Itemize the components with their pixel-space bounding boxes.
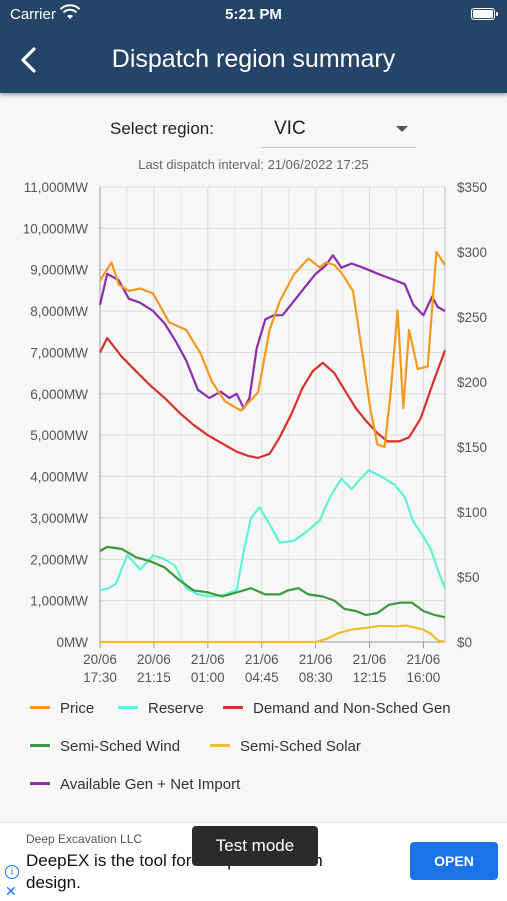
status-bar: Carrier 5:21 PM	[0, 0, 507, 28]
left-axis-tick-label: 3,000MW	[30, 511, 88, 526]
legend-label: Price	[60, 700, 95, 717]
region-selector-row: Select region: VIC	[0, 112, 507, 148]
legend-swatch	[118, 705, 138, 709]
x-axis-tick-label: 21/06	[353, 652, 387, 667]
region-dropdown[interactable]: VIC	[262, 112, 416, 148]
back-arrow-icon[interactable]	[14, 45, 44, 75]
legend-item-demand-and-non-sched-gen[interactable]: Demand and Non-Sched Gen	[223, 700, 451, 717]
dropdown-caret-icon	[396, 126, 408, 132]
legend-item-semi-sched-wind[interactable]: Semi-Sched Wind	[30, 738, 180, 755]
right-axis-tick-label: $350	[457, 180, 487, 195]
right-axis-tick-label: $200	[457, 375, 487, 390]
app-bar: Dispatch region summary	[0, 28, 507, 93]
x-axis-tick-label: 21/06	[299, 652, 333, 667]
dispatch-chart: 0MW 1,000MW 2,000MW 3,000MW 4,000MW 5,000MW 6,…	[23, 180, 487, 685]
legend-label: Available Gen + Net Import	[60, 776, 241, 793]
series-line-semi-sched-solar	[100, 624, 446, 644]
ad-info-icon[interactable]: i	[5, 865, 19, 879]
x-axis-tick-label: 01:00	[191, 670, 225, 685]
legend-swatch	[223, 705, 243, 709]
left-axis-tick-label: 1,000MW	[30, 594, 88, 609]
series-line-price	[99, 250, 446, 449]
legend-label: Reserve	[148, 700, 204, 717]
left-axis-tick-label: 7,000MW	[30, 345, 88, 360]
legend-swatch	[30, 743, 50, 747]
legend-item-available-gen-net-import[interactable]: Available Gen + Net Import	[30, 776, 240, 793]
ad-close-icon[interactable]: ✕	[5, 884, 17, 900]
x-axis-tick-label: 16:00	[407, 670, 441, 685]
series-line-reserve	[99, 469, 447, 598]
left-axis-tick-label: 8,000MW	[30, 304, 88, 319]
legend-item-semi-sched-solar[interactable]: Semi-Sched Solar	[210, 738, 361, 755]
left-axis-tick-label: 4,000MW	[30, 470, 88, 485]
x-axis-tick-label: 21/06	[245, 652, 279, 667]
region-label: Select region:	[110, 119, 214, 138]
legend-swatch	[30, 781, 50, 785]
series-line-demand-and-non-sched-gen	[99, 336, 447, 459]
clock: 5:21 PM	[225, 6, 282, 23]
region-value: VIC	[274, 118, 306, 139]
right-axis-tick-label: $0	[457, 635, 472, 650]
left-axis-tick-label: 9,000MW	[30, 263, 88, 278]
left-axis-tick-label: 2,000MW	[30, 552, 88, 567]
x-axis-tick-label: 12:15	[353, 670, 387, 685]
carrier-label: Carrier	[10, 6, 56, 23]
left-axis-tick-label: 10,000MW	[23, 221, 89, 236]
x-axis-tick-label: 20/06	[137, 652, 171, 667]
legend-label: Semi-Sched Solar	[240, 738, 361, 755]
right-axis-tick-label: $100	[457, 505, 487, 520]
right-axis-tick-label: $50	[457, 570, 480, 585]
left-axis-tick-label: 0MW	[57, 635, 89, 650]
x-axis-tick-label: 04:45	[245, 670, 279, 685]
ad-advertiser: Deep Excavation LLC	[26, 832, 143, 846]
x-axis-tick-label: 08:30	[299, 670, 333, 685]
legend-label: Demand and Non-Sched Gen	[253, 700, 451, 717]
legend-swatch	[210, 743, 230, 747]
plot-area	[100, 187, 445, 642]
legend-swatch	[30, 705, 50, 709]
wifi-icon	[60, 4, 80, 19]
x-axis-tick-label: 21/06	[407, 652, 441, 667]
page-title: Dispatch region summary	[111, 45, 396, 73]
left-axis-tick-label: 11,000MW	[24, 180, 89, 195]
x-axis-tick-label: 17:30	[83, 670, 117, 685]
series-line-semi-sched-wind	[99, 545, 446, 619]
legend-item-reserve[interactable]: Reserve	[118, 700, 204, 717]
battery-icon	[471, 8, 498, 20]
legend-item-price[interactable]: Price	[30, 700, 94, 717]
x-axis-tick-label: 21/06	[191, 652, 225, 667]
left-axis-tick-label: 5,000MW	[30, 428, 88, 443]
x-axis-tick-label: 20/06	[83, 652, 117, 667]
right-axis-tick-label: $150	[457, 440, 487, 455]
left-axis-tick-label: 6,000MW	[30, 387, 88, 402]
right-axis-tick-label: $250	[457, 310, 487, 325]
legend-label: Semi-Sched Wind	[60, 738, 181, 755]
last-dispatch-interval: Last dispatch interval: 21/06/2022 17:25	[138, 157, 369, 172]
ad-open-button[interactable]: OPEN	[410, 842, 498, 880]
right-axis-tick-label: $300	[457, 245, 487, 260]
test-mode-toast: Test mode	[192, 826, 318, 866]
x-axis-tick-label: 21:15	[137, 670, 171, 685]
